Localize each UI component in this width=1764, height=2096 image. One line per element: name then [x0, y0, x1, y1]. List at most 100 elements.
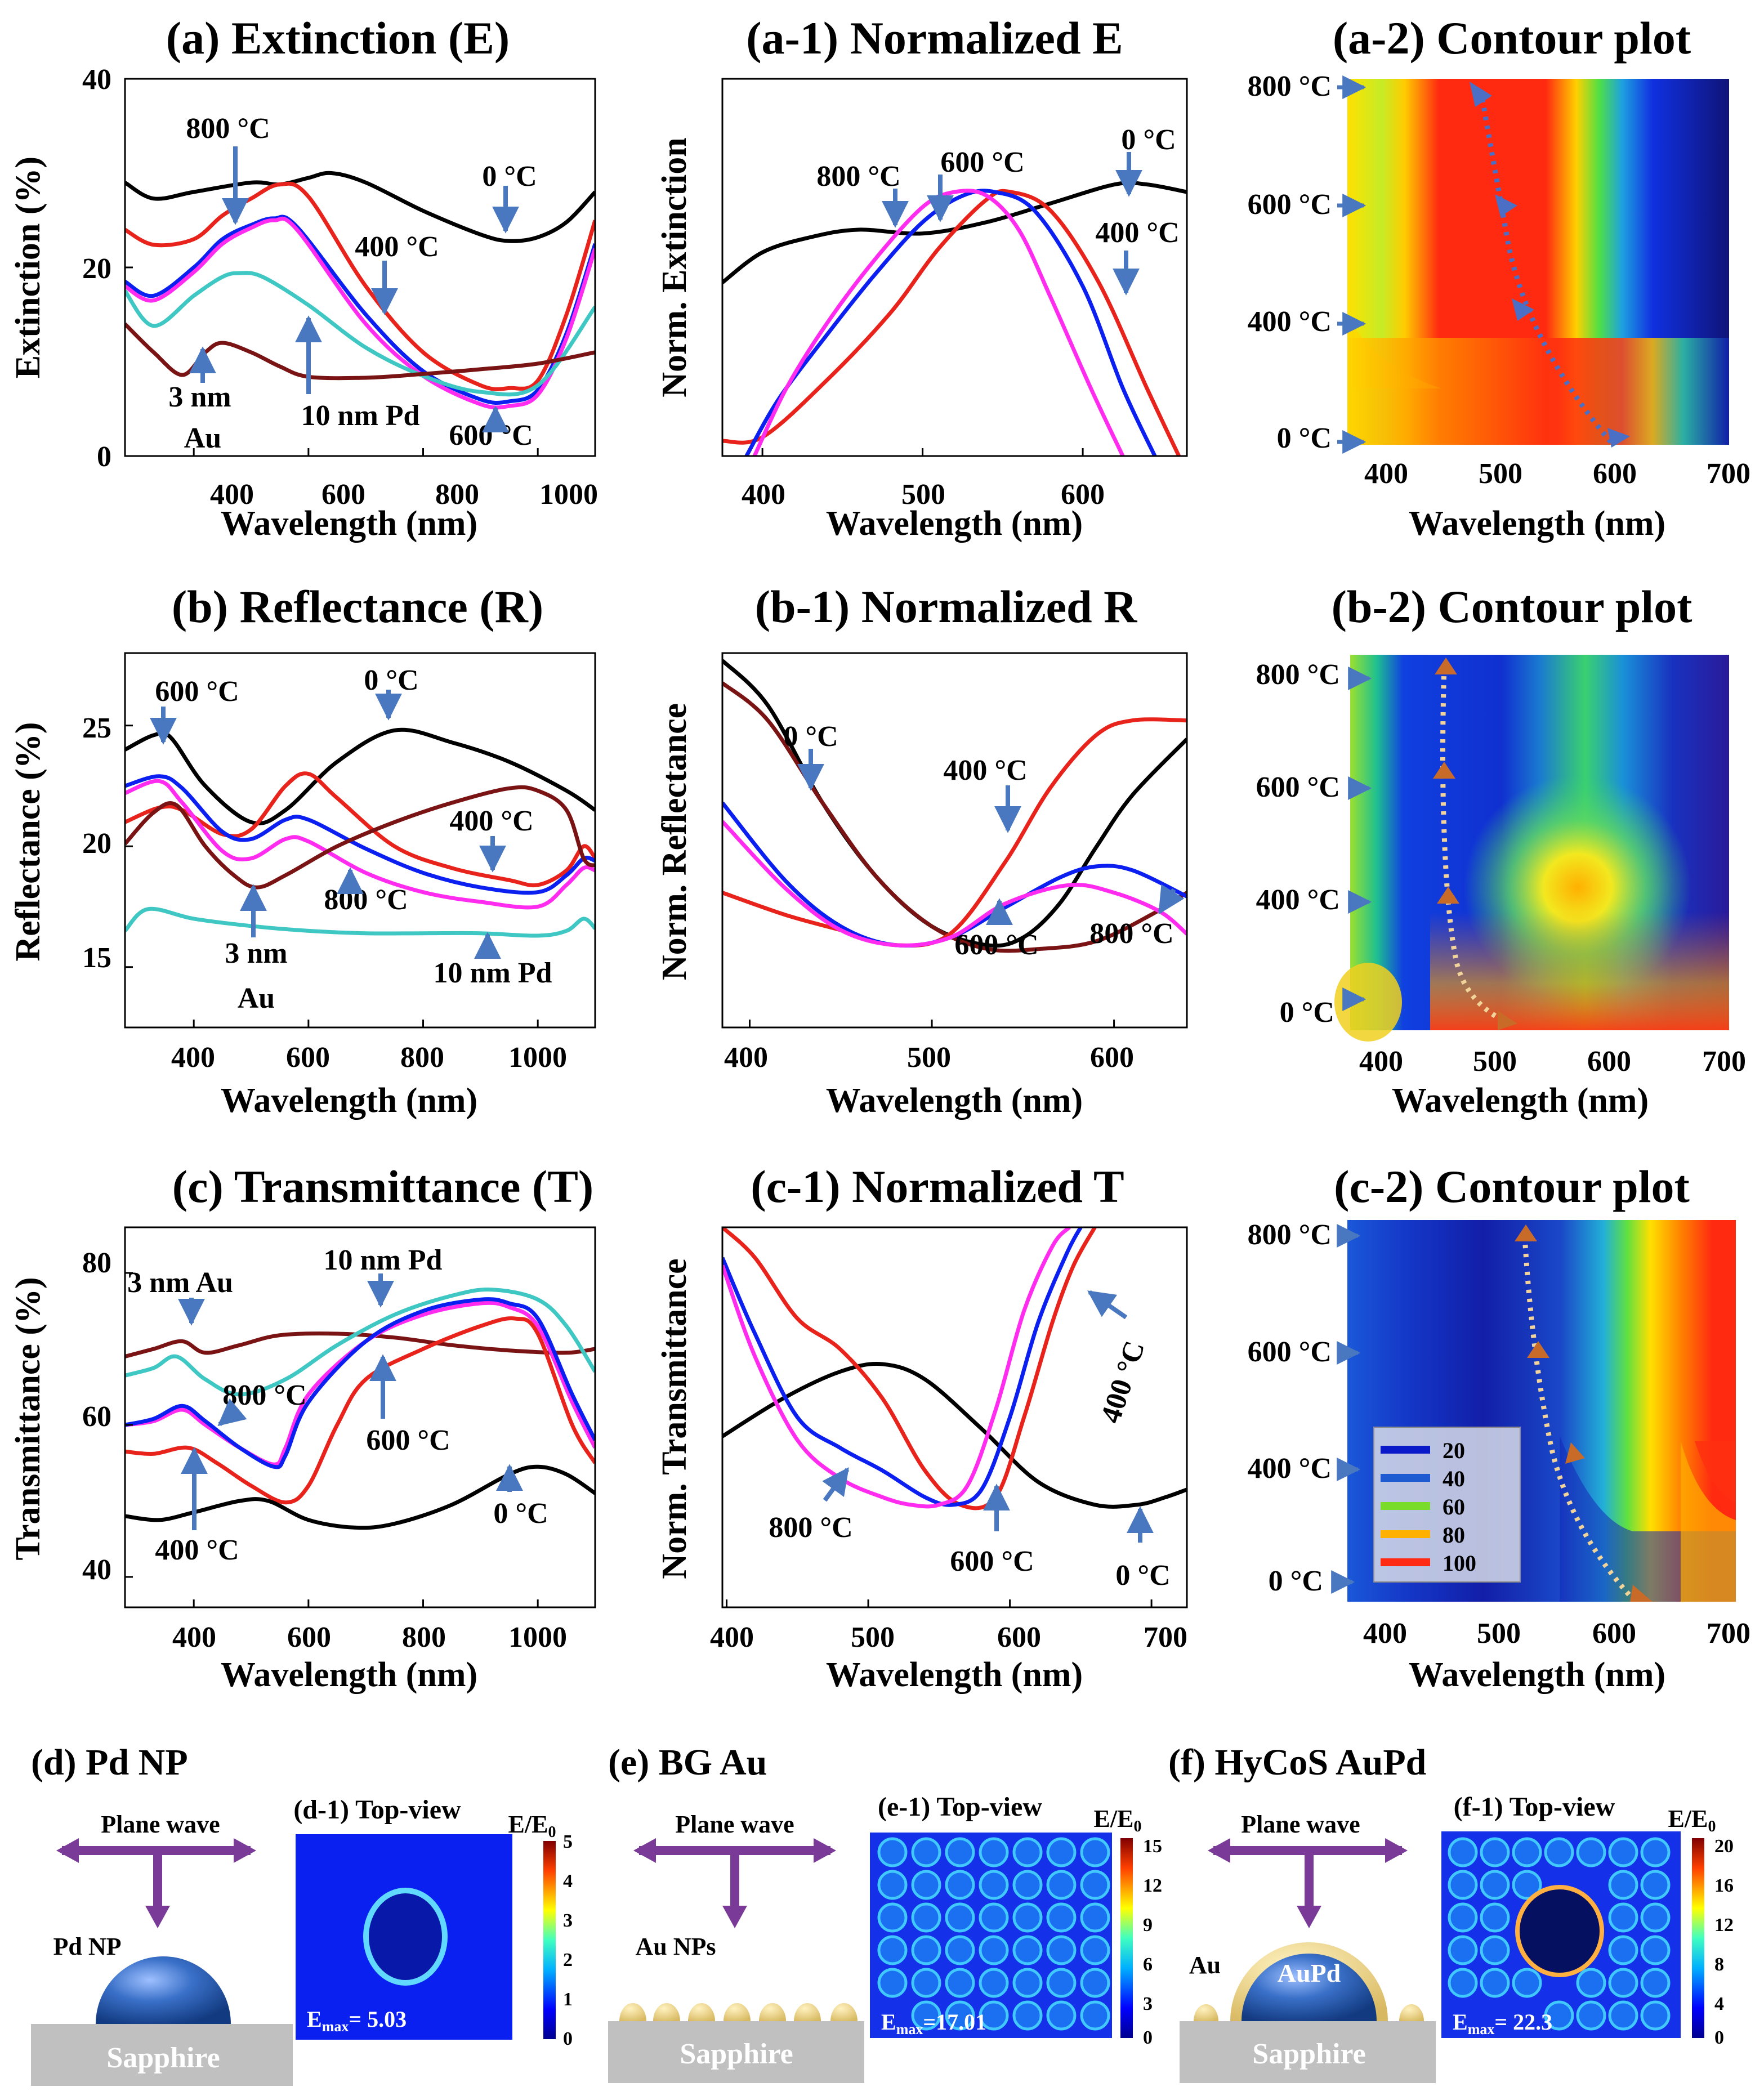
- annotation-10nm-pd: 10 nm Pd: [434, 957, 552, 989]
- y-tick-label: 600 °C: [1256, 771, 1340, 803]
- y-tick-label: 800 °C: [1248, 70, 1332, 102]
- x-tick-label: 700: [1702, 1045, 1746, 1078]
- emax-label: Emax= 5.03: [307, 2006, 407, 2035]
- x-tick-label: 600: [286, 1042, 330, 1074]
- series-line-10-nm-pd: [125, 1288, 595, 1397]
- x-tick-label: 400: [724, 1042, 768, 1074]
- series-line-800-c: [125, 1300, 595, 1467]
- y-axis-label: Norm. Extinction: [655, 137, 694, 397]
- panel-title: (a) Extinction (E): [166, 12, 510, 64]
- annotation-800c: 800 °C: [816, 160, 900, 193]
- y-tick-label: 400 °C: [1248, 306, 1332, 338]
- annotation-arrow: [822, 1467, 850, 1502]
- annotation-400c: 400 °C: [1095, 1337, 1151, 1427]
- annotation-600c: 600 °C: [954, 929, 1038, 961]
- series-line-800-c: [722, 820, 1187, 948]
- x-tick-label: 400: [172, 1621, 216, 1653]
- peak-marker: [1437, 887, 1459, 904]
- x-tick-label: 400: [210, 479, 254, 511]
- x-tick-label: 400: [1363, 1617, 1407, 1650]
- y-tick-label: 0: [97, 441, 111, 473]
- plot-frame: [124, 78, 596, 457]
- colorbar-tick: 0: [1714, 2027, 1724, 2048]
- particle-label: Au: [1189, 1951, 1221, 1979]
- series-line-3-nm-au: [125, 785, 595, 890]
- x-tick-label: 400: [742, 479, 785, 511]
- plot-frame: [124, 652, 596, 1029]
- x-tick-label: 400: [1359, 1045, 1403, 1078]
- y-axis-label: Norm. Reflectance: [655, 703, 694, 980]
- y-axis-label: Extinction (%): [9, 157, 47, 378]
- y-tick-label: 20: [82, 253, 111, 285]
- peak-marker: [1565, 1442, 1585, 1464]
- plot-area: [722, 659, 1187, 1027]
- panel-c1-normalized-transmittance: (c-1) Normalized T Wavelength (nm) Norm.…: [655, 1161, 1188, 1694]
- series-line-600-c: [125, 774, 595, 895]
- y-axis-label: Transmittance (%): [9, 1277, 47, 1560]
- annotation-0c: 0 °C: [482, 160, 537, 193]
- panel-b1-normalized-reflectance: (b-1) Normalized R Wavelength (nm) Norm.…: [655, 581, 1188, 1120]
- series-line-600-c: [125, 1297, 595, 1469]
- plot-frame: [124, 1226, 596, 1608]
- schematic-d-pd-np: (d) Pd NP Plane wave Pd NP Sapphire (d-1…: [31, 1742, 573, 2086]
- series-line-3-nm-au: [125, 1331, 595, 1358]
- y-tick-label: 20: [82, 828, 111, 860]
- annotation-600c: 600 °C: [940, 146, 1024, 178]
- x-axis-label: Wavelength (nm): [826, 1656, 1083, 1694]
- peak-marker: [1498, 1011, 1517, 1030]
- substrate: [1180, 2021, 1436, 2083]
- substrate-label: Sapphire: [1252, 2038, 1365, 2070]
- plot-frame: [721, 652, 1188, 1029]
- x-tick-label: 600: [1592, 1617, 1636, 1650]
- peak-marker: [1630, 1585, 1653, 1602]
- plot-frame: [721, 1226, 1188, 1608]
- nanoparticle-grid: [1448, 1837, 1671, 2031]
- x-axis-label: Wavelength (nm): [221, 504, 477, 543]
- series-line-600-c: [125, 214, 595, 405]
- x-tick-label: 500: [1477, 1617, 1521, 1650]
- plot-frame: [721, 78, 1188, 457]
- colorbar-tick: 0: [1143, 2027, 1153, 2048]
- panel-a1-normalized-extinction: (a-1) Normalized E Wavelength (nm) Norm.…: [655, 12, 1188, 543]
- y-tick-label: 40: [82, 64, 111, 96]
- annotation-400c: 400 °C: [1095, 217, 1179, 249]
- y-tick-label: 400 °C: [1256, 884, 1340, 916]
- annotation-0c: 0 °C: [1115, 1559, 1170, 1592]
- x-tick-label: 700: [1144, 1621, 1187, 1653]
- series-line-10-nm-pd: [125, 271, 595, 397]
- annotation-au: Au: [238, 982, 275, 1015]
- annotation-800c: 800 °C: [222, 1379, 306, 1411]
- x-axis-label: Wavelength (nm): [826, 504, 1083, 543]
- core-label: AuPd: [1278, 1959, 1341, 1987]
- x-tick-label: 600: [997, 1621, 1041, 1653]
- x-tick-label: 1000: [508, 1621, 567, 1653]
- particle-label: Au NPs: [635, 1933, 716, 1960]
- x-tick-label: 500: [1479, 458, 1522, 490]
- annotation-400c: 400 °C: [449, 805, 533, 837]
- colorbar-tick: 12: [1143, 1875, 1162, 1896]
- colorbar: [1692, 1838, 1704, 2038]
- series-line-400-c: [125, 181, 595, 391]
- colorbar-tick: 3: [1143, 1994, 1153, 2014]
- x-tick-label: 400: [171, 1042, 215, 1074]
- plane-wave-label: Plane wave: [675, 1811, 794, 1838]
- annotation-0c: 0 °C: [493, 1498, 548, 1530]
- x-axis-label: Wavelength (nm): [1409, 1656, 1665, 1694]
- inset-title: (d-1) Top-view: [293, 1795, 461, 1825]
- peak-marker: [1433, 762, 1455, 779]
- panel-b-reflectance: (b) Reflectance (R) Wavelength (nm) Refl…: [9, 581, 596, 1120]
- inset-title: (f-1) Top-view: [1454, 1792, 1615, 1822]
- panel-title: (d) Pd NP: [31, 1742, 188, 1783]
- annotation-3nm-au: 3 nm Au: [127, 1267, 233, 1299]
- panel-c2-contour: (c-2) Contour plot 20 40 60 80: [1248, 1161, 1750, 1694]
- x-tick-label: 400: [1364, 458, 1408, 490]
- annotation-3nm: 3 nm: [168, 381, 231, 413]
- y-tick-label: 15: [82, 942, 111, 974]
- y-tick-label: 80: [82, 1247, 111, 1279]
- emax-label: Emax=17.01: [881, 2009, 986, 2037]
- peak-marker: [1495, 194, 1517, 217]
- series-line-3-nm-au: [722, 681, 1187, 953]
- annotation-0c: 0 °C: [364, 664, 418, 696]
- x-tick-label: 1000: [508, 1042, 567, 1074]
